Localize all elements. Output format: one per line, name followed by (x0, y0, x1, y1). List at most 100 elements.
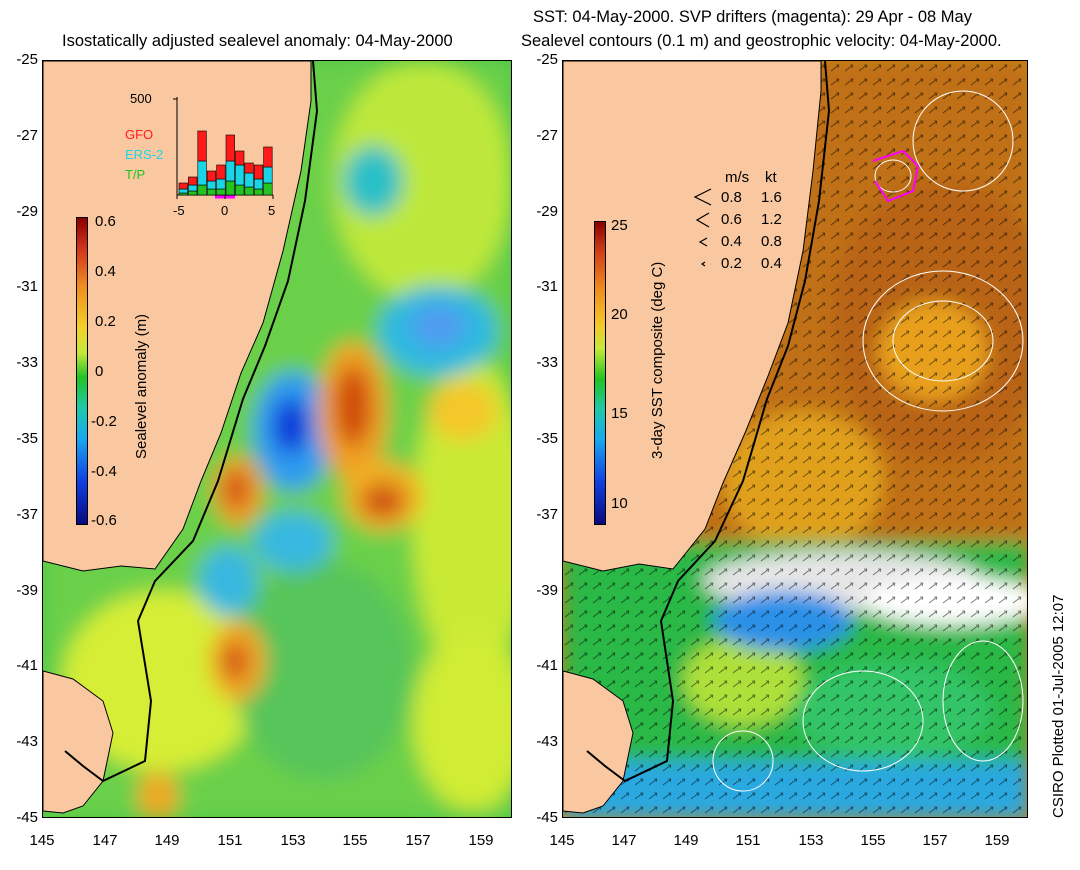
left-map-title: Isostatically adjusted sealevel anomaly:… (62, 32, 453, 50)
right-x-tick-label: 159 (984, 832, 1010, 849)
right-map-svg (563, 61, 1027, 817)
vel-legend-row2-ms: 0.4 (721, 233, 742, 250)
satellite-histogram-inset (173, 97, 274, 199)
histogram-bar-segment (263, 166, 273, 184)
histogram-bar-segment (263, 146, 273, 168)
tasmania-right (563, 670, 634, 814)
left-y-tick-label: -37 (16, 506, 38, 523)
left-y-tick-label: -41 (16, 657, 38, 674)
sealevel-cb-tick-2: 0.2 (95, 313, 116, 330)
right-x-tick-label: 157 (922, 832, 948, 849)
right-y-tick-label: -41 (536, 657, 558, 674)
left-x-tick-label: 159 (468, 832, 494, 849)
inset-xtick-5: 5 (268, 203, 276, 218)
right-y-tick-label: -35 (536, 430, 558, 447)
right-y-tick-label: -25 (536, 51, 558, 68)
vel-legend-row1-kt: 1.2 (761, 211, 782, 228)
histogram-bar-segment (178, 192, 188, 196)
sst-cb-tick-0: 25 (611, 217, 628, 234)
vel-legend-row0-ms: 0.8 (721, 189, 742, 206)
left-x-tick-label: 149 (154, 832, 180, 849)
left-y-tick-label: -35 (16, 430, 38, 447)
histogram-bar-segment (235, 164, 245, 186)
inset-xtick-0: 0 (221, 203, 229, 218)
sealevel-cb-label: Sealevel anomaly (m) (133, 313, 150, 459)
inset-ymax-label: 500 (130, 91, 152, 106)
vel-legend-kt-header: kt (765, 169, 777, 186)
histogram-bar-segment (244, 186, 254, 196)
right-map-title-line1: SST: 04-May-2000. SVP drifters (magenta)… (533, 8, 972, 26)
sealevel-cb-tick-5: -0.4 (91, 463, 117, 480)
histogram-bar-segment (197, 184, 207, 196)
right-y-tick-label: -45 (536, 809, 558, 826)
histogram-bar-segment (206, 180, 217, 190)
histogram-bar-segment (206, 188, 217, 196)
left-y-tick-label: -43 (16, 733, 38, 750)
sealevel-cb-tick-1: 0.4 (95, 263, 116, 280)
right-map-title-line2: Sealevel contours (0.1 m) and geostrophi… (521, 32, 1002, 50)
left-x-tick-label: 153 (280, 832, 306, 849)
inset-legend-tp: T/P (125, 167, 146, 182)
left-y-tick-label: -45 (16, 809, 38, 826)
histogram-bar-segment (178, 188, 188, 194)
histogram-bar-segment (197, 160, 207, 186)
sealevel-cb-tick-4: -0.2 (91, 413, 117, 430)
histogram-bar-segment (188, 190, 198, 196)
histogram-bar-segment (216, 178, 226, 190)
histogram-bar-segment (225, 180, 235, 196)
right-y-tick-label: -37 (536, 506, 558, 523)
svp-drifter-tracks (872, 149, 920, 203)
histogram-bars (178, 130, 273, 196)
vel-legend-row2-kt: 0.8 (761, 233, 782, 250)
vel-legend-ms-header: m/s (725, 169, 750, 186)
histogram-bar-segment (206, 170, 217, 182)
right-y-tick-label: -27 (536, 127, 558, 144)
histogram-bar-segment (235, 150, 245, 166)
right-y-tick-label: -33 (536, 354, 558, 371)
left-x-tick-label: 155 (342, 832, 368, 849)
sealevel-cb-tick-0: 0.6 (95, 213, 116, 230)
sst-cb-tick-1: 20 (611, 306, 628, 323)
inset-xtick-neg5: -5 (173, 203, 185, 218)
right-y-tick-label: -43 (536, 733, 558, 750)
left-y-tick-label: -33 (16, 354, 38, 371)
vel-legend-row1-ms: 0.6 (721, 211, 742, 228)
histogram-bar-segment (188, 176, 198, 186)
sealevel-cb-tick-6: -0.6 (91, 512, 117, 529)
left-y-tick-label: -29 (16, 203, 38, 220)
histogram-bar-segment (197, 130, 207, 162)
histogram-bar-segment (253, 188, 264, 196)
right-y-tick-label: -39 (536, 582, 558, 599)
sealevel-cb-tick-3: 0 (95, 363, 104, 380)
left-y-tick-label: -31 (16, 278, 38, 295)
sealevel-contours (712, 90, 1024, 792)
vel-legend-row0-kt: 1.6 (761, 189, 782, 206)
histogram-bar-segment (225, 160, 235, 182)
right-y-tick-label: -29 (536, 203, 558, 220)
vel-legend-arrows (693, 188, 712, 267)
right-x-tick-label: 147 (611, 832, 637, 849)
shelf-contour-right (586, 61, 831, 783)
left-x-tick-label: 147 (92, 832, 118, 849)
vel-legend-row3-ms: 0.2 (721, 255, 742, 272)
left-y-tick-label: -27 (16, 127, 38, 144)
right-y-tick-label: -31 (536, 278, 558, 295)
plot-credit: CSIRO Plotted 01-Jul-2005 12:07 (1050, 594, 1067, 818)
left-y-tick-label: -25 (16, 51, 38, 68)
right-x-tick-label: 155 (860, 832, 886, 849)
histogram-bar-segment (216, 164, 226, 180)
histogram-bar-segment (263, 182, 273, 196)
left-x-tick-label: 145 (29, 832, 55, 849)
sealevel-colorbar (76, 217, 88, 525)
histogram-bar-segment (216, 188, 226, 196)
sst-cb-label: 3-day SST composite (deg C) (649, 261, 666, 459)
histogram-bar-segment (188, 184, 198, 192)
left-x-tick-label: 151 (217, 832, 243, 849)
right-x-tick-label: 151 (735, 832, 761, 849)
sst-cb-tick-2: 15 (611, 405, 628, 422)
right-x-tick-label: 149 (673, 832, 699, 849)
inset-legend-gfo: GFO (125, 127, 154, 142)
left-x-tick-label: 157 (405, 832, 431, 849)
histogram-bar-segment (235, 184, 245, 196)
histogram-bar-segment (225, 134, 235, 162)
